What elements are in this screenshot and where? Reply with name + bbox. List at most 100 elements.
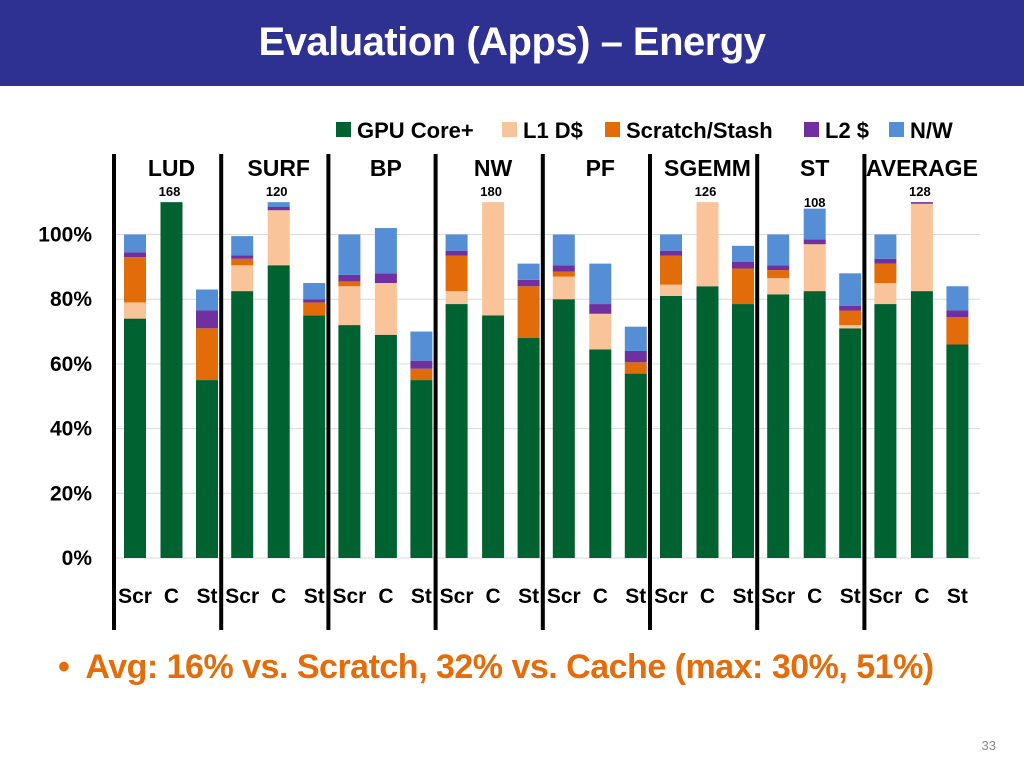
bar-segment <box>303 315 326 558</box>
bar-segment <box>660 284 682 296</box>
bar-segment <box>196 380 218 558</box>
bar-segment <box>767 278 790 295</box>
bar-segment <box>267 265 290 558</box>
bar-segment <box>124 252 146 258</box>
bar-segment <box>445 234 468 251</box>
bullet-dot: • <box>58 648 70 686</box>
x-tick-label: C <box>271 585 286 608</box>
bar-segment <box>267 207 290 211</box>
bar-segment <box>696 202 719 287</box>
bar-segment <box>874 263 897 284</box>
legend-label: L1 D$ <box>523 118 583 143</box>
legend-label: N/W <box>910 118 953 143</box>
x-tick-label: C <box>486 585 501 608</box>
overflow-value-label: 128 <box>909 184 931 199</box>
legend-swatch <box>889 122 904 137</box>
x-tick-label: C <box>164 585 179 608</box>
group-separator <box>326 154 331 630</box>
bar-segment <box>839 328 862 558</box>
bar-segment <box>660 255 682 285</box>
bar-segment <box>589 349 612 558</box>
x-tick-label: C <box>700 585 715 608</box>
bar-segment <box>267 202 290 208</box>
bar-segment <box>732 268 754 305</box>
bar-segment <box>196 310 218 329</box>
x-tick-label: Scr <box>118 585 152 608</box>
bar-segment <box>767 265 790 271</box>
x-tick-label: Scr <box>332 585 366 608</box>
bar-segment <box>874 283 897 305</box>
x-tick-label: St <box>411 585 432 608</box>
summary-bullet: • Avg: 16% vs. Scratch, 32% vs. Cache (ma… <box>58 648 934 687</box>
group-label: NW <box>474 155 513 181</box>
bar-segment <box>160 202 183 558</box>
bar-segment <box>338 274 361 282</box>
x-tick-label: C <box>914 585 929 608</box>
legend-label: L2 $ <box>825 118 869 143</box>
group-label: LUD <box>148 155 195 181</box>
y-tick-label: 40% <box>50 418 92 441</box>
x-tick-label: Scr <box>761 585 795 608</box>
group-separator <box>219 154 224 630</box>
group-separator <box>755 154 760 630</box>
bar-segment <box>803 208 826 240</box>
bar-segment <box>946 316 969 345</box>
bar-segment <box>124 234 146 253</box>
bar-segment <box>839 273 862 306</box>
bar-segment <box>552 299 575 558</box>
group-separator <box>433 154 438 630</box>
legend-swatch <box>804 122 819 137</box>
bar-segment <box>231 255 254 259</box>
bar-segment <box>303 283 326 300</box>
group-separator <box>540 154 545 630</box>
bar-segment <box>839 305 862 311</box>
bar-segment <box>874 304 897 558</box>
bar-segment <box>517 279 540 287</box>
bar-segment <box>445 255 468 292</box>
bar-segment <box>482 315 505 558</box>
bar-segment <box>552 265 575 272</box>
bar-segment <box>660 295 682 558</box>
group-label: PF <box>586 155 615 181</box>
bar-segment <box>338 281 361 287</box>
bar-segment <box>374 283 397 335</box>
bar-segment <box>803 291 826 558</box>
bar-segment <box>624 326 647 351</box>
bar-segment <box>231 291 254 558</box>
overflow-value-label: 180 <box>480 184 502 199</box>
x-tick-label: C <box>378 585 393 608</box>
group-separator <box>648 154 652 630</box>
x-tick-label: Scr <box>868 585 902 608</box>
bar-segment <box>231 258 254 266</box>
bar-segment <box>624 350 647 363</box>
bar-segment <box>410 380 433 558</box>
overflow-value-label: 108 <box>804 195 826 210</box>
bar-segment <box>767 270 790 279</box>
x-tick-label: St <box>625 585 646 608</box>
x-tick-label: Scr <box>440 585 474 608</box>
y-tick-label: 20% <box>50 482 92 505</box>
bar-segment <box>874 258 897 264</box>
overflow-value-label: 168 <box>159 184 181 199</box>
bar-segment <box>374 273 397 284</box>
y-tick-label: 100% <box>38 224 92 247</box>
bar-segment <box>660 234 682 251</box>
bar-segment <box>767 294 790 558</box>
group-label: AVERAGE <box>866 155 978 181</box>
bar-segment <box>946 344 969 558</box>
bar-segment <box>732 245 754 262</box>
bar-segment <box>552 276 575 300</box>
bar-segment <box>374 334 397 558</box>
bar-segment <box>338 325 361 558</box>
bar-segment <box>624 373 647 558</box>
title-bar: Evaluation (Apps) – Energy <box>0 0 1024 86</box>
bar-segment <box>696 286 719 558</box>
bar-segment <box>445 250 468 256</box>
bar-segment <box>517 338 540 558</box>
bar-segment <box>124 257 146 303</box>
x-tick-label: C <box>593 585 608 608</box>
bar-segment <box>410 331 433 361</box>
bar-segment <box>839 325 862 329</box>
group-label: SURF <box>247 155 310 181</box>
legend-label: GPU Core+ <box>357 118 474 143</box>
